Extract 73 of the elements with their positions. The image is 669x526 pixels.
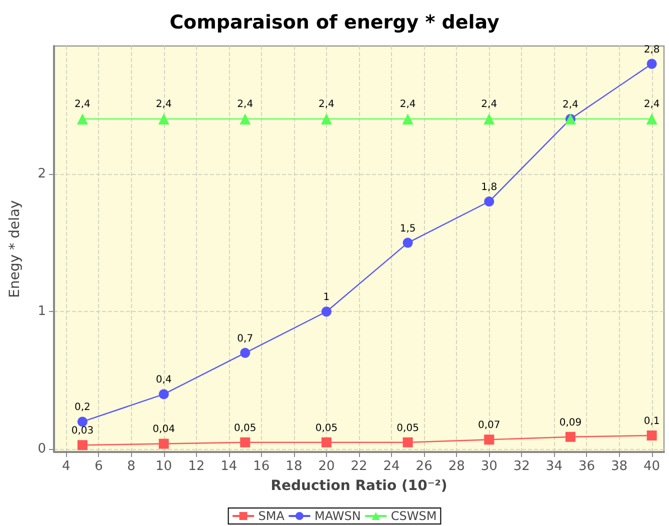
point: [646, 430, 657, 440]
data-label: 0,2: [74, 402, 90, 414]
x-tick-label: 26: [416, 459, 432, 474]
x-tick-label: 28: [448, 459, 465, 474]
data-label: 2,4: [400, 98, 416, 110]
x-tick-label: 16: [253, 459, 270, 474]
data-label: 0,04: [152, 424, 175, 436]
point: [484, 113, 495, 124]
data-label: 2,8: [644, 44, 660, 56]
y-axis-title: Enegy * delay: [7, 200, 23, 298]
x-tick-label: 18: [286, 459, 302, 474]
point: [158, 389, 169, 400]
data-label: 0,03: [71, 426, 94, 437]
data-label: 0,7: [237, 333, 254, 344]
x-tick-label: 6: [94, 459, 103, 474]
x-tick-label: 22: [350, 459, 368, 474]
y-tick-label: 2: [38, 166, 46, 182]
x-tick-label: 38: [610, 459, 628, 474]
point: [646, 58, 657, 69]
legend-label: SMA: [258, 509, 286, 523]
legend-label: MAWSN: [314, 509, 361, 523]
point: [402, 238, 413, 248]
data-label: 0,1: [644, 416, 660, 427]
chart-title: Comparaison of energy * delay: [170, 12, 500, 34]
data-label: 2,4: [562, 99, 578, 110]
data-label: 0,05: [234, 422, 256, 434]
point: [158, 113, 170, 124]
point: [77, 440, 88, 450]
point: [484, 196, 494, 207]
point: [646, 113, 658, 124]
x-tick-label: 24: [383, 459, 400, 474]
data-label: 0,4: [156, 374, 172, 386]
point: [77, 416, 88, 427]
data-label: 0,09: [559, 417, 582, 428]
x-tick-label: 32: [513, 459, 530, 474]
point: [240, 348, 250, 358]
x-tick-label: 20: [318, 459, 335, 474]
data-label: 2,4: [318, 98, 334, 110]
x-tick-label: 8: [127, 459, 136, 474]
x-tick-label: 34: [546, 459, 562, 474]
point: [320, 113, 332, 124]
point: [484, 434, 494, 445]
x-tick-label: 30: [480, 459, 498, 474]
point: [158, 438, 169, 449]
point: [76, 113, 88, 124]
data-label: 1,5: [400, 223, 416, 234]
point: [321, 306, 332, 317]
x-tick-label: 36: [578, 459, 596, 474]
data-label: 2,4: [644, 98, 660, 110]
data-label: 0,07: [478, 420, 500, 432]
data-label: 0,05: [396, 422, 419, 434]
data-label: 1: [323, 292, 330, 304]
x-tick-label: 10: [156, 459, 172, 474]
point: [321, 437, 332, 448]
data-label: 2,4: [156, 98, 172, 110]
x-tick-label: 4: [62, 459, 70, 474]
data-label: 2,4: [481, 98, 498, 110]
x-tick-label: 12: [188, 459, 205, 474]
legend-label: CSWSM: [390, 509, 437, 523]
point: [240, 437, 250, 448]
data-label: 2,4: [237, 98, 254, 110]
data-label: 2,4: [74, 98, 90, 110]
data-label: 1,8: [481, 182, 498, 194]
point: [402, 437, 413, 448]
y-tick-label: 1: [38, 304, 46, 320]
y-tick-label: 0: [38, 442, 46, 457]
data-label: 0,05: [315, 422, 338, 434]
point: [565, 432, 576, 442]
x-tick-label: 40: [644, 459, 660, 474]
x-tick-label: 14: [220, 459, 238, 474]
x-axis-title: Reduction Ratio (10⁻²): [270, 478, 448, 494]
point: [402, 113, 414, 124]
point: [240, 113, 251, 124]
